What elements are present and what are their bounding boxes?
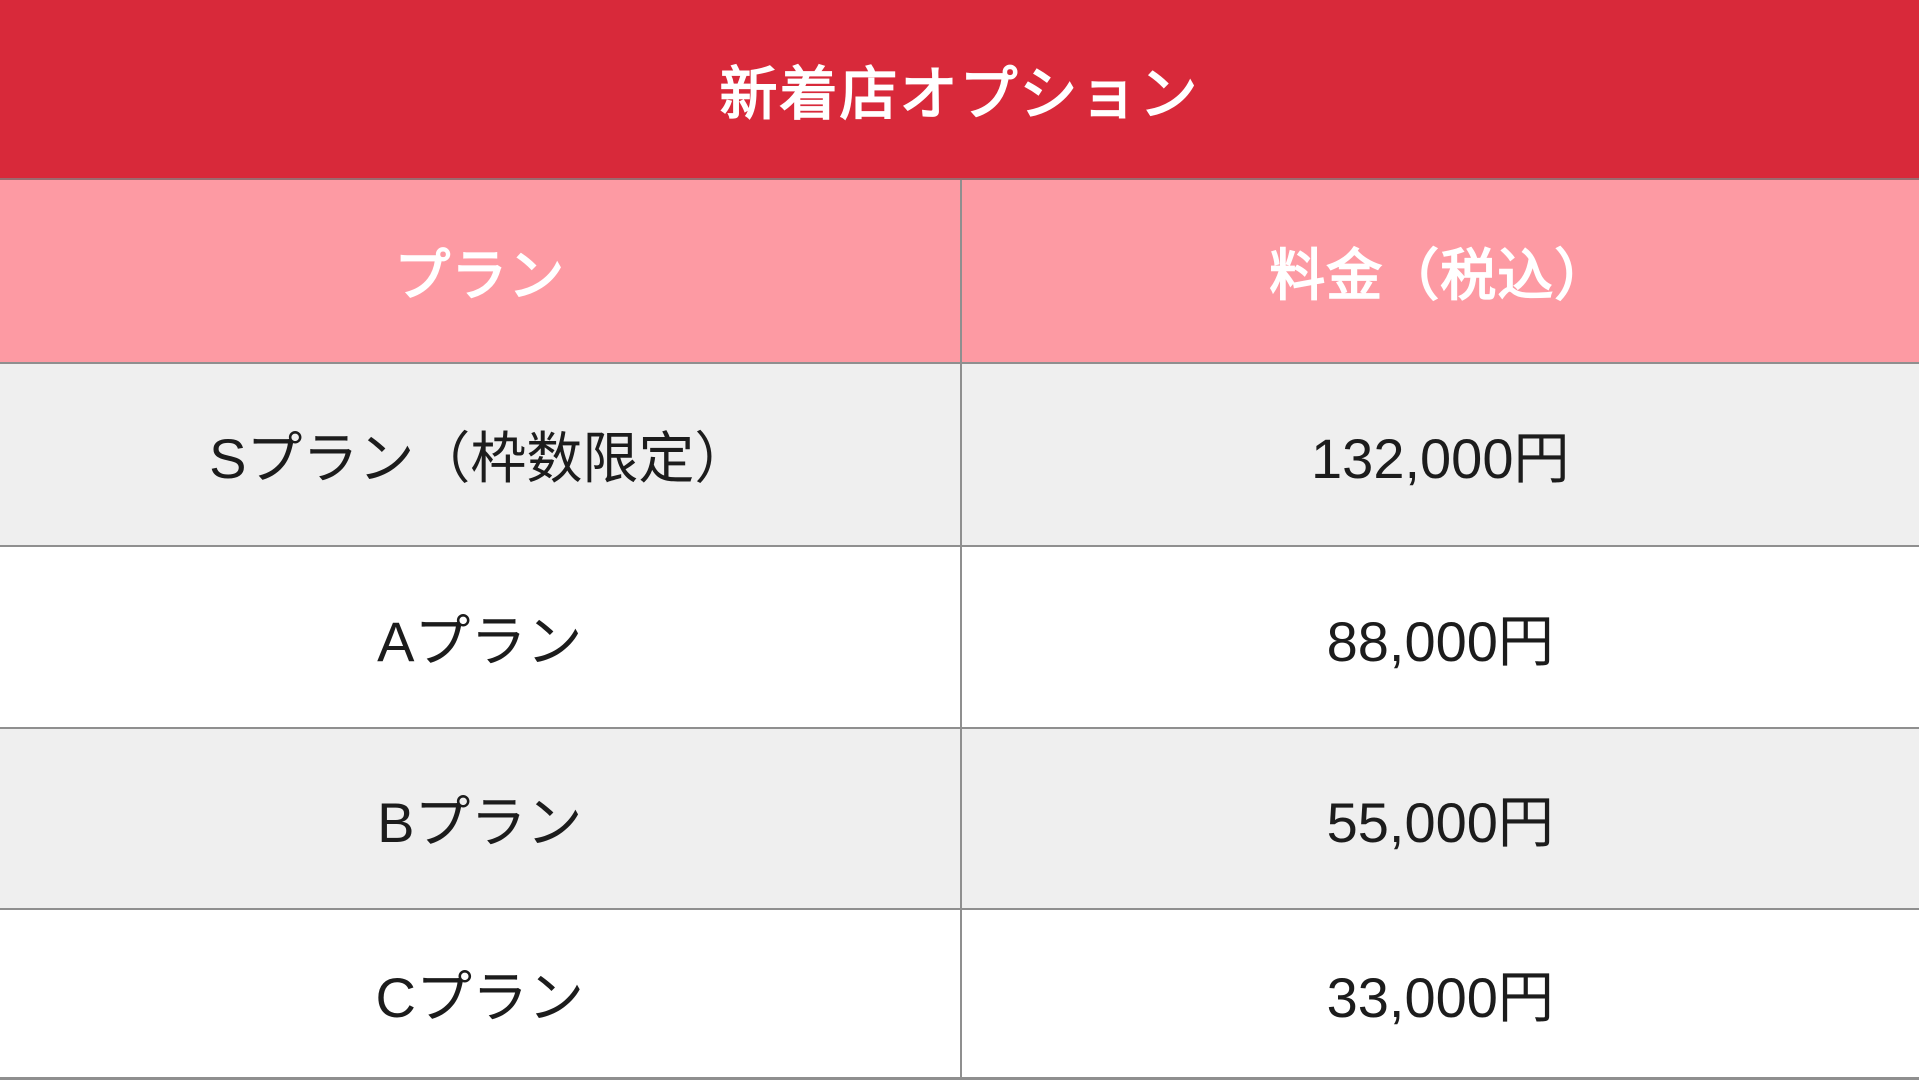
table-title-bar: 新着店オプション (0, 0, 1919, 178)
plan-name-cell: Aプラン (377, 609, 583, 673)
table-row-c-plan: Cプラン 33,000円 (0, 908, 1919, 1077)
plan-price-cell: 132,000円 (959, 364, 1919, 545)
column-header-row: プラン 料金（税込） (0, 178, 1919, 362)
table-row-b-plan: Bプラン 55,000円 (0, 727, 1919, 908)
column-header-plan: プラン (394, 243, 566, 307)
plan-name-cell: Cプラン (375, 966, 584, 1029)
plan-name-cell: Sプラン（枠数限定） (209, 427, 751, 490)
table-title: 新着店オプション (719, 62, 1200, 127)
column-header-price: 料金（税込） (959, 180, 1919, 362)
plan-price-cell: 88,000円 (959, 547, 1919, 727)
plan-price-cell: 55,000円 (959, 729, 1919, 908)
plan-name-cell: Bプラン (377, 791, 583, 854)
table-row-s-plan: Sプラン（枠数限定） 132,000円 (0, 362, 1919, 545)
table-row-a-plan: Aプラン 88,000円 (0, 545, 1919, 727)
plan-price-cell: 33,000円 (959, 910, 1919, 1077)
